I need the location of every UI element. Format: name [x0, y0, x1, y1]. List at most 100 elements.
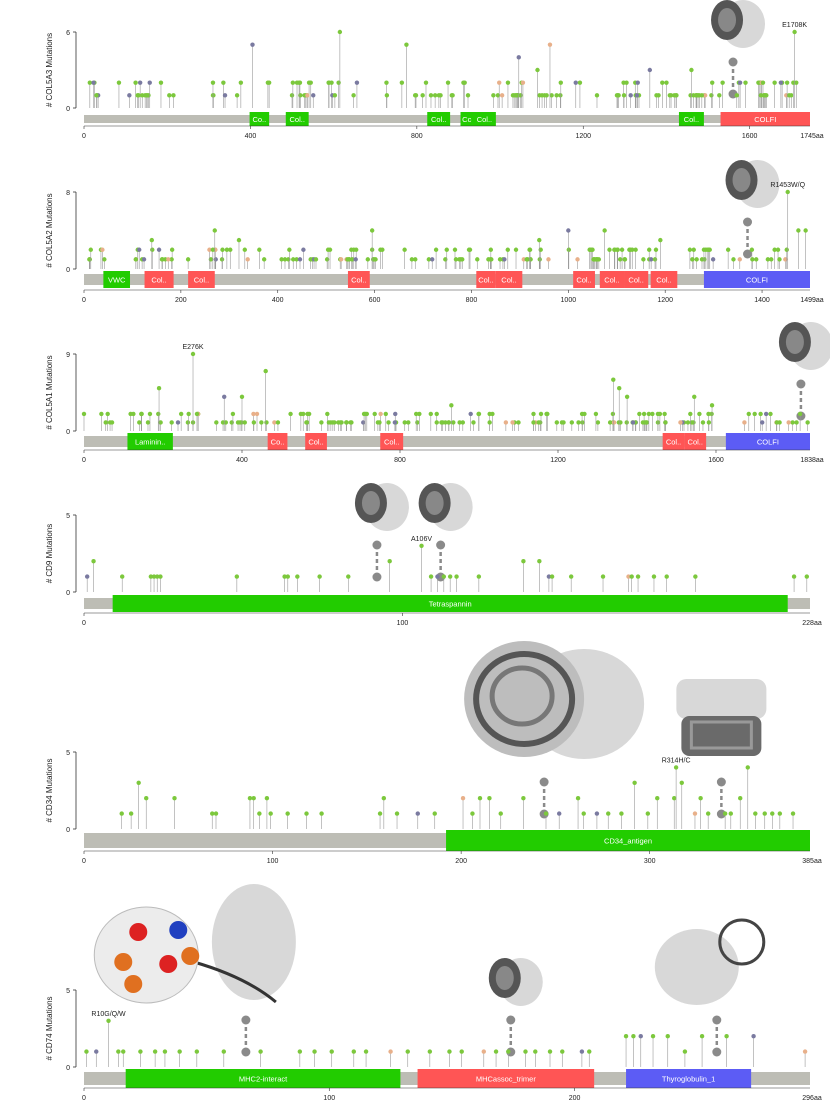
cd74-mutation-point[interactable] [587, 1049, 592, 1054]
col5a2-mutation-point[interactable] [245, 257, 250, 262]
col5a3-mutation-point[interactable] [624, 80, 629, 85]
col5a2-mutation-point[interactable] [141, 257, 147, 262]
col5a1-mutation-point[interactable] [646, 411, 652, 417]
col5a3-mutation-point[interactable] [520, 80, 526, 85]
col5a3-mutation-point[interactable] [222, 93, 228, 98]
col5a3-mutation-point[interactable] [497, 80, 502, 85]
col5a1-mutation-point[interactable] [471, 420, 476, 425]
col5a1-mutation-point[interactable] [561, 420, 566, 425]
cd34-mutation-point[interactable] [251, 796, 256, 801]
col5a2-mutation-point[interactable] [538, 247, 543, 252]
col5a3-mutation-point[interactable] [311, 93, 316, 98]
col5a2-mutation-point[interactable] [452, 247, 458, 252]
col5a1-mutation-point[interactable] [786, 420, 791, 425]
col5a3-mutation-point[interactable] [250, 42, 255, 47]
cd74-mutation-point[interactable] [162, 1049, 168, 1054]
col5a2-mutation-point[interactable] [100, 247, 105, 252]
col5a2-mutation-point[interactable] [301, 247, 306, 252]
col5a3-mutation-point[interactable] [743, 80, 748, 85]
col5a1-mutation-point[interactable] [145, 420, 151, 425]
col5a2-mutation-point[interactable] [353, 257, 358, 262]
col5a3-mutation-point[interactable] [266, 80, 272, 85]
col5a2-mutation-point[interactable] [775, 247, 781, 252]
cd34-mutation-point[interactable] [470, 811, 475, 816]
col5a2-mutation-point[interactable] [537, 237, 542, 243]
cd9-mutation-point[interactable] [91, 559, 96, 564]
col5a3-mutation-point[interactable] [792, 29, 797, 35]
col5a1-mutation-point[interactable] [797, 411, 803, 417]
col5a2-mutation-point[interactable] [156, 247, 162, 252]
col5a2-mutation-point[interactable] [213, 257, 218, 262]
col5a1-mutation-point[interactable] [328, 420, 334, 425]
cd74-mutation-point[interactable] [297, 1049, 303, 1054]
col5a3-mutation-point[interactable] [784, 80, 790, 85]
cd34-mutation-point[interactable] [679, 780, 684, 785]
col5a3-mutation-point[interactable] [694, 93, 700, 98]
col5a1-mutation-point[interactable] [99, 411, 104, 417]
col5a3-mutation-point[interactable] [351, 93, 356, 98]
cd74-mutation-point[interactable] [699, 1034, 705, 1039]
col5a1-mutation-point[interactable] [503, 420, 509, 425]
col5a3-mutation-point[interactable] [699, 93, 705, 98]
col5a2-mutation-point[interactable] [137, 247, 142, 252]
cd34-mutation-point[interactable] [247, 796, 253, 801]
col5a2-mutation-point[interactable] [369, 228, 375, 233]
col5a2-mutation-point[interactable] [409, 257, 415, 262]
col5a1-mutation-point[interactable] [531, 411, 536, 417]
col5a2-mutation-point[interactable] [652, 257, 658, 262]
col5a1-mutation-point[interactable] [624, 420, 629, 425]
col5a2-domain[interactable] [599, 271, 625, 288]
cd34-mutation-point[interactable] [728, 811, 733, 816]
col5a2-mutation-point[interactable] [783, 257, 788, 262]
col5a3-mutation-point[interactable] [516, 55, 521, 60]
cd74-mutation-point[interactable] [106, 1018, 111, 1023]
col5a2-mutation-point[interactable] [169, 257, 174, 262]
col5a2-mutation-point[interactable] [185, 257, 191, 262]
col5a2-mutation-point[interactable] [338, 257, 344, 262]
col5a2-mutation-point[interactable] [212, 228, 217, 233]
col5a2-mutation-point[interactable] [784, 247, 789, 252]
col5a3-mutation-point[interactable] [594, 93, 600, 98]
col5a2-mutation-point[interactable] [444, 247, 449, 252]
col5a3-mutation-point[interactable] [647, 67, 653, 73]
cd34-mutation-point[interactable] [377, 811, 383, 816]
col5a3-mutation-point[interactable] [778, 80, 784, 85]
col5a2-mutation-point[interactable] [607, 247, 612, 252]
col5a3-mutation-point[interactable] [717, 93, 722, 98]
col5a2-mutation-point[interactable] [294, 257, 299, 262]
cd34-mutation-point[interactable] [762, 811, 767, 816]
col5a1-mutation-point[interactable] [746, 411, 751, 417]
cd74-mutation-point[interactable] [481, 1049, 486, 1054]
col5a3-mutation-point[interactable] [354, 80, 360, 85]
col5a1-mutation-point[interactable] [611, 377, 616, 382]
col5a1-mutation-point[interactable] [304, 420, 309, 425]
col5a3-domain[interactable] [249, 112, 270, 126]
col5a2-mutation-point[interactable] [710, 257, 716, 262]
col5a2-mutation-point[interactable] [353, 247, 359, 252]
col5a2-mutation-point[interactable] [701, 247, 707, 252]
cd74-mutation-point[interactable] [459, 1049, 464, 1054]
cd9-mutation-point[interactable] [428, 574, 434, 579]
col5a2-mutation-point[interactable] [737, 257, 742, 262]
col5a1-mutation-point[interactable] [706, 411, 711, 417]
cd9-mutation-point[interactable] [568, 574, 574, 579]
col5a1-mutation-point[interactable] [259, 420, 264, 425]
col5a3-mutation-point[interactable] [337, 29, 343, 35]
col5a2-mutation-point[interactable] [777, 257, 782, 262]
col5a2-mutation-point[interactable] [236, 237, 242, 243]
col5a1-mutation-point[interactable] [223, 420, 229, 425]
col5a3-mutation-point[interactable] [734, 93, 739, 98]
cd9-mutation-point[interactable] [155, 574, 160, 579]
col5a2-mutation-point[interactable] [102, 257, 107, 262]
col5a3-mutation-point[interactable] [167, 93, 172, 98]
col5a2-mutation-point[interactable] [453, 257, 459, 262]
col5a3-mutation-point[interactable] [577, 80, 583, 85]
col5a1-mutation-point[interactable] [239, 394, 245, 399]
col5a3-mutation-point[interactable] [634, 93, 640, 98]
col5a3-mutation-point[interactable] [573, 80, 578, 85]
col5a2-mutation-point[interactable] [619, 247, 625, 252]
col5a2-mutation-point[interactable] [261, 257, 267, 262]
cd74-mutation-point[interactable] [427, 1049, 433, 1054]
col5a2-mutation-point[interactable] [297, 257, 303, 262]
col5a1-mutation-point[interactable] [476, 411, 481, 417]
